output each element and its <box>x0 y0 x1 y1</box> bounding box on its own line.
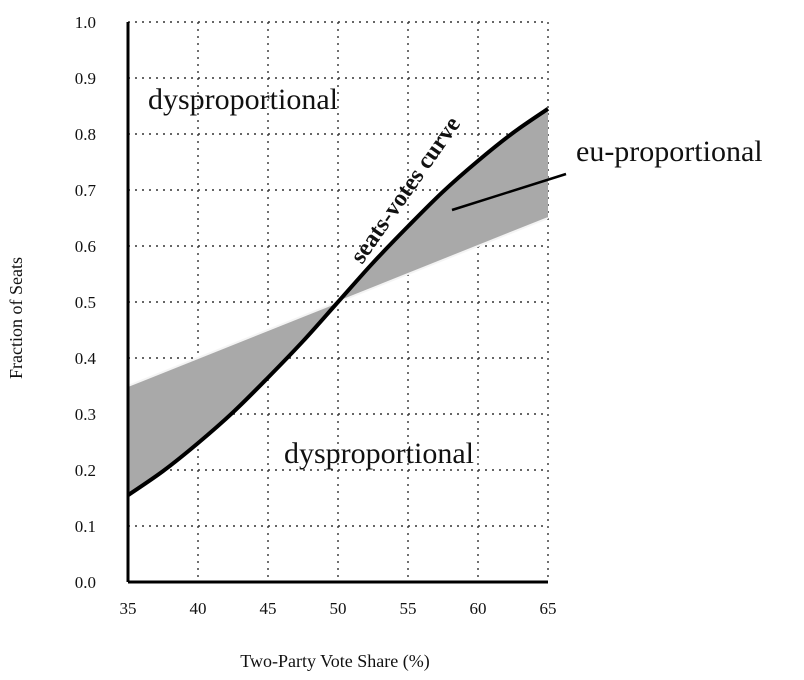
y-tick-label: 0.9 <box>75 69 96 88</box>
eu-proportional-pointer <box>451 172 567 212</box>
x-tick-label: 40 <box>190 599 207 618</box>
eu-proportional-shade-upper <box>338 108 548 302</box>
y-tick-label: 0.6 <box>75 237 96 256</box>
y-axis-title: Fraction of Seats <box>6 257 26 379</box>
axes <box>126 22 548 584</box>
y-tick-labels: 0.0 0.1 0.2 0.3 0.4 0.5 0.6 0.7 0.8 0.9 1.0 <box>75 13 97 592</box>
x-tick-label: 35 <box>120 599 137 618</box>
y-tick-label: 1.0 <box>75 13 96 32</box>
x-tick-label: 65 <box>540 599 557 618</box>
eu-proportional-label: eu-proportional <box>576 135 763 168</box>
region-label-lower: dysproportional <box>284 437 474 470</box>
x-tick-label: 50 <box>330 599 347 618</box>
y-tick-label: 0.8 <box>75 125 96 144</box>
x-tick-label: 55 <box>400 599 417 618</box>
y-tick-label: 0.5 <box>75 293 96 312</box>
y-tick-label: 0.1 <box>75 517 96 536</box>
seats-votes-curve-line <box>126 107 550 497</box>
x-tick-label: 45 <box>260 599 277 618</box>
y-tick-label: 0.0 <box>75 573 96 592</box>
eu-proportional-shade-lower <box>128 302 338 496</box>
y-tick-label: 0.2 <box>75 461 96 480</box>
y-tick-label: 0.7 <box>75 181 97 200</box>
x-tick-labels: 35 40 45 50 55 60 65 <box>120 599 557 618</box>
x-tick-label: 60 <box>470 599 487 618</box>
x-axis-title: Two-Party Vote Share (%) <box>240 651 430 672</box>
y-tick-label: 0.4 <box>75 349 97 368</box>
region-label-upper: dysproportional <box>148 83 338 116</box>
y-tick-label: 0.3 <box>75 405 96 424</box>
